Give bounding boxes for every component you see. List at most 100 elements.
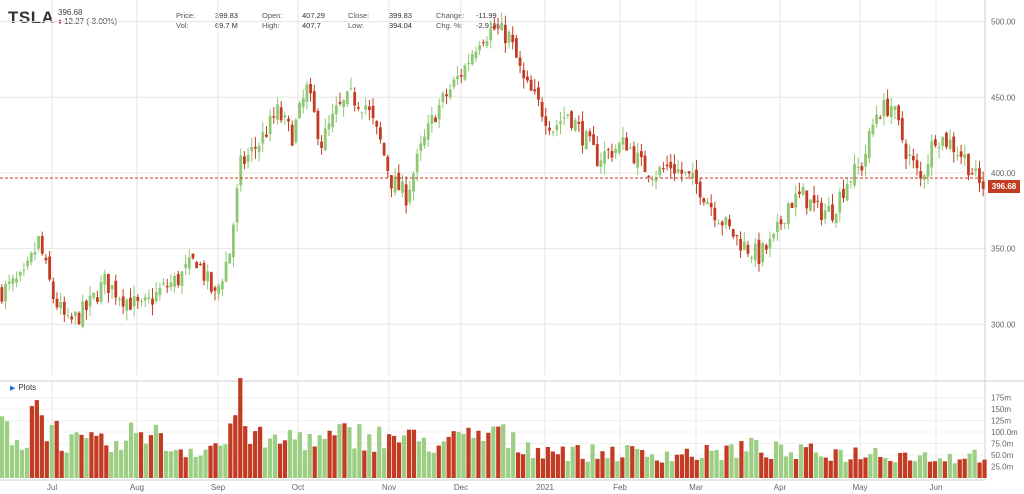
volume-bar xyxy=(148,435,154,478)
candle-body xyxy=(401,181,404,193)
volume-bar xyxy=(848,459,853,478)
volume-bar xyxy=(262,447,268,478)
candle-body xyxy=(922,175,926,180)
candle-body xyxy=(849,181,853,183)
plots-label: Plots xyxy=(18,383,37,392)
volume-bar xyxy=(362,450,367,478)
candle-body xyxy=(706,202,709,205)
candle-body xyxy=(430,115,434,124)
candle-body xyxy=(731,228,735,237)
candle-body xyxy=(375,120,379,127)
volume-bar xyxy=(14,440,20,478)
volume-bar xyxy=(327,430,332,478)
volume-bar xyxy=(744,451,749,478)
volume-bar xyxy=(124,440,129,478)
volume-bar xyxy=(957,459,962,478)
volume-bar xyxy=(550,451,555,478)
volume-bar xyxy=(640,450,645,478)
volume-bar xyxy=(322,438,327,478)
candle-body xyxy=(209,272,213,292)
candle-body xyxy=(794,193,798,208)
volume-bar xyxy=(709,450,714,478)
candle-body xyxy=(485,40,489,46)
candle-body xyxy=(459,75,463,77)
stat-value-chg-pct: -2.91% xyxy=(476,21,500,30)
volume-bar xyxy=(476,430,481,478)
candle-body xyxy=(408,189,412,203)
candle-body xyxy=(838,191,842,213)
candle-body xyxy=(621,137,625,145)
volume-bar xyxy=(694,459,699,478)
candle-body xyxy=(448,89,452,98)
candle-body xyxy=(66,314,70,316)
candle-body xyxy=(540,101,544,117)
volume-bar xyxy=(114,440,119,478)
price-tick-label: 500.00 xyxy=(991,18,1016,27)
volume-bar xyxy=(788,452,794,478)
volume-bar xyxy=(451,431,456,478)
volume-bar xyxy=(133,433,139,478)
volume-bar xyxy=(540,458,546,478)
candle-body xyxy=(55,298,59,308)
volume-bar xyxy=(664,451,670,478)
candle-body xyxy=(551,131,555,133)
candle-body xyxy=(812,195,816,203)
volume-bar xyxy=(277,443,283,478)
candle-body xyxy=(73,311,77,316)
candle-body xyxy=(26,260,29,267)
candle-body xyxy=(577,121,581,124)
plots-toggle[interactable]: ▶ Plots xyxy=(10,383,36,392)
volume-bar xyxy=(456,431,461,478)
volume-bar xyxy=(466,427,471,478)
candle-body xyxy=(426,123,430,140)
candle-body xyxy=(713,207,717,221)
volume-bar xyxy=(525,442,531,478)
volume-bar xyxy=(734,457,739,478)
candle-body xyxy=(790,203,794,208)
month-tick-label: Oct xyxy=(292,483,305,492)
volume-bar xyxy=(282,440,288,478)
volume-bar xyxy=(372,451,377,478)
month-tick-label: Aug xyxy=(130,483,144,492)
candle-body xyxy=(323,128,327,151)
volume-bar xyxy=(9,445,15,478)
candle-body xyxy=(878,117,882,119)
candle-body xyxy=(250,146,254,152)
candle-body xyxy=(933,139,937,146)
volume-bar xyxy=(649,454,655,478)
candle-body xyxy=(4,284,7,302)
candle-body xyxy=(338,101,342,104)
candle-body xyxy=(860,165,864,171)
candle-body xyxy=(268,115,272,135)
volume-bar xyxy=(714,450,719,478)
volume-bar xyxy=(188,448,193,478)
candle-body xyxy=(871,124,875,135)
volume-bar xyxy=(972,449,977,478)
volume-bar xyxy=(89,432,94,478)
volume-bar xyxy=(560,446,565,478)
candle-body xyxy=(654,178,658,182)
volume-bar xyxy=(962,458,967,478)
candle-body xyxy=(673,164,676,174)
volume-bar xyxy=(138,432,144,478)
candle-body xyxy=(573,120,577,131)
candle-body xyxy=(367,106,371,111)
volume-bar xyxy=(312,446,317,478)
volume-bar xyxy=(967,453,972,478)
candle-body xyxy=(40,236,44,254)
candle-body xyxy=(643,155,647,173)
month-tick-label: 2021 xyxy=(536,483,554,492)
volume-bar xyxy=(828,460,833,478)
volume-bar xyxy=(253,431,258,478)
candle-body xyxy=(709,202,713,208)
candle-body xyxy=(588,131,592,137)
candle-body xyxy=(342,100,346,107)
volume-bar xyxy=(575,445,580,478)
volume-bar xyxy=(520,454,526,478)
volume-bar xyxy=(342,423,347,478)
volume-bar xyxy=(580,458,585,478)
current-price-tag: 396.68 xyxy=(988,180,1020,193)
candle-body xyxy=(566,114,570,116)
volume-bar xyxy=(917,455,923,478)
